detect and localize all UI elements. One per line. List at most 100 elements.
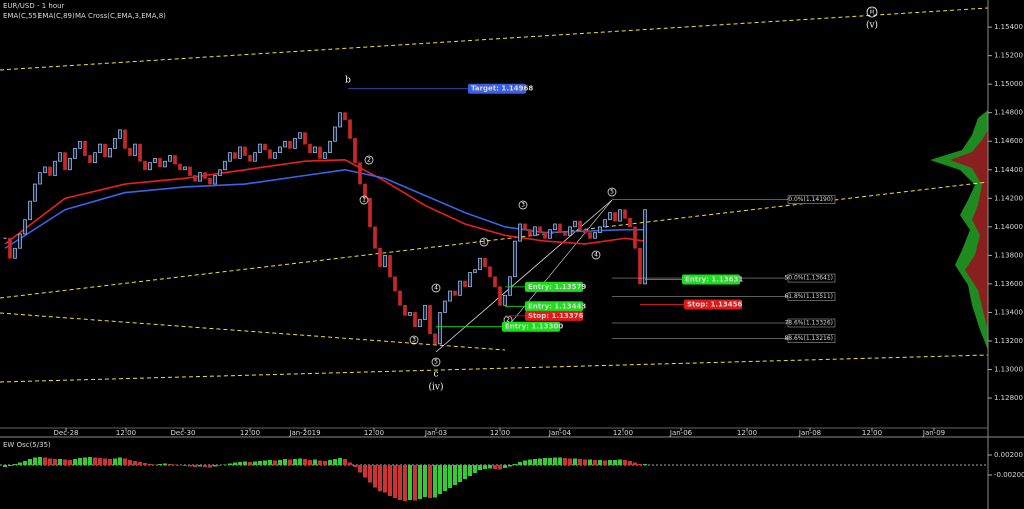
wave-label: b	[345, 76, 351, 86]
oscillator-bar	[98, 458, 102, 465]
oscillator-bar	[3, 465, 7, 467]
oscillator-bar	[638, 464, 642, 465]
oscillator-bar	[153, 464, 157, 465]
y-tick-label: 1.13800	[994, 251, 1023, 259]
oscillator-bar	[223, 464, 227, 465]
oscillator-bar	[63, 459, 67, 465]
trend-line	[0, 312, 506, 351]
oscillator-bar	[643, 464, 647, 465]
candle	[523, 223, 527, 231]
oscillator-bar	[123, 458, 127, 465]
candle	[348, 119, 352, 139]
candle	[513, 240, 517, 278]
x-tick-label: Jan-2019	[288, 429, 320, 437]
oscillator-bar	[313, 459, 317, 465]
oscillator-bar	[518, 462, 522, 465]
oscillator-bar	[298, 458, 302, 465]
wave-label: c	[433, 370, 438, 380]
fib-label: 88.6%(1.13216)	[784, 335, 833, 342]
candle	[33, 183, 37, 202]
candle	[593, 232, 597, 239]
candle	[163, 160, 167, 168]
oscillator-bar	[608, 460, 612, 465]
candle	[478, 257, 482, 270]
oscillator-bar	[28, 459, 32, 465]
wave-circle	[607, 187, 617, 197]
candle	[558, 223, 562, 233]
trend-line	[0, 354, 989, 383]
oscillator-bar	[553, 457, 557, 465]
trade-label: Entry: 1.13443	[528, 302, 586, 310]
oscillator-bar	[543, 458, 547, 465]
oscillator-bar	[508, 465, 512, 467]
candle	[608, 212, 612, 221]
oscillator-bar	[213, 465, 217, 467]
candle	[533, 226, 537, 236]
candle	[63, 152, 67, 171]
oscillator-bar	[338, 458, 342, 465]
ma-line	[4, 158, 646, 245]
candle	[633, 226, 637, 249]
oscillator-bar	[33, 457, 37, 465]
oscillator-bar	[483, 465, 487, 469]
x-tick-label: 12:00	[613, 429, 633, 437]
candle	[518, 223, 522, 242]
candle	[638, 247, 642, 285]
oscillator-bar	[103, 458, 107, 465]
wave-circle	[359, 195, 369, 205]
oscillator-bar	[453, 465, 457, 485]
oscillator-bar	[488, 465, 492, 469]
oscillator-bar	[93, 457, 97, 465]
oscillator-bar	[183, 465, 187, 466]
candle	[613, 212, 617, 222]
oscillator-bar	[253, 461, 257, 465]
y-tick-label: 1.13000	[994, 366, 1023, 374]
candle	[58, 152, 62, 162]
candle	[363, 183, 367, 199]
candle	[398, 290, 402, 306]
candle	[618, 209, 622, 222]
oscillator-bar	[613, 460, 617, 465]
candle	[428, 304, 432, 335]
candle	[268, 149, 272, 159]
oscillator-bar	[368, 465, 372, 483]
indicator-label: EMA(C,55)	[3, 12, 40, 20]
candle	[68, 158, 72, 171]
wave-count: 2	[506, 317, 510, 324]
candle	[563, 232, 567, 236]
candle	[423, 304, 427, 320]
oscillator-bar	[8, 465, 12, 466]
candle	[538, 226, 542, 233]
candle	[213, 175, 217, 185]
candle	[203, 172, 207, 179]
candle	[528, 229, 532, 236]
y-tick-label: 1.14200	[994, 194, 1023, 202]
candle	[173, 155, 177, 165]
oscillator-bar	[23, 461, 27, 465]
oscillator-bar	[263, 460, 267, 465]
oscillator-bar	[573, 458, 577, 465]
candle	[603, 219, 607, 228]
oscillator-bar	[233, 462, 237, 465]
oscillator-bar	[333, 459, 337, 465]
oscillator-bar	[513, 464, 517, 465]
wave-count: 2	[367, 157, 371, 164]
oscillator-bar	[128, 460, 132, 465]
candle	[278, 146, 282, 154]
trade-label: Target: 1.14968	[471, 85, 533, 93]
candle	[443, 300, 447, 313]
candle	[353, 138, 357, 163]
y-tick-label: 1.14400	[994, 166, 1023, 174]
trade-label: Entry: 1.13631	[685, 275, 743, 283]
candle	[438, 312, 442, 345]
oscillator-bar	[548, 458, 552, 465]
fib-box	[787, 334, 836, 343]
oscillator-bar	[403, 465, 407, 501]
oscillator-bar	[603, 460, 607, 465]
candle	[468, 272, 472, 288]
candle	[543, 232, 547, 239]
x-tick-label: Jan-03	[424, 429, 447, 437]
oscillator-bar	[348, 462, 352, 465]
oscillator-bar	[628, 461, 632, 465]
candle	[463, 280, 467, 288]
